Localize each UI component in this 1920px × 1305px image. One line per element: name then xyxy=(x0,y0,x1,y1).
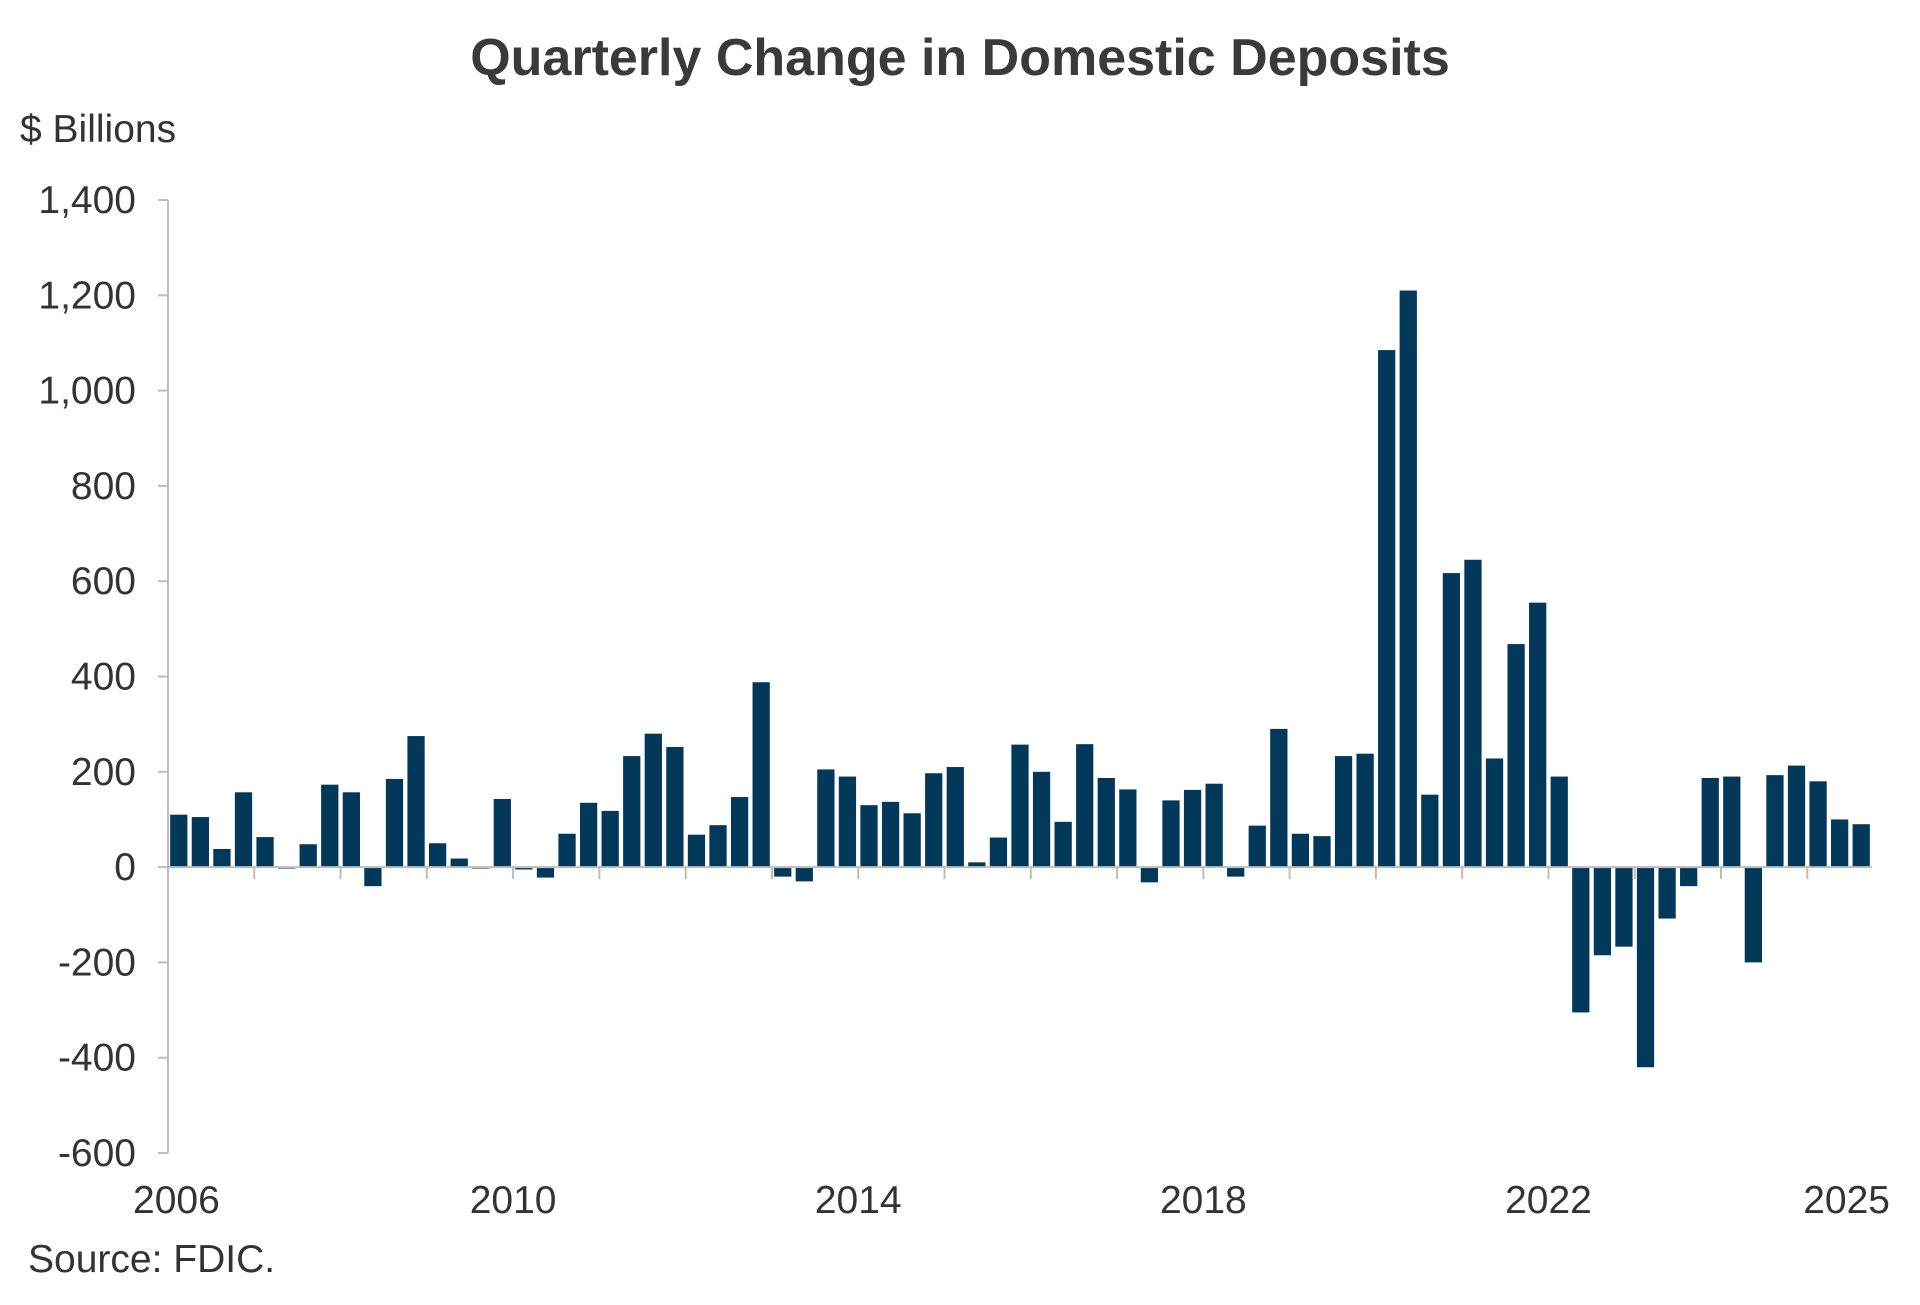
bar-2010Q4 xyxy=(579,802,598,868)
x-tick-label: 2022 xyxy=(1505,1179,1592,1222)
bar-2023Q3 xyxy=(1680,867,1698,887)
bar-2016Q2 xyxy=(1054,821,1072,868)
chart-title: Quarterly Change in Domestic Deposits xyxy=(470,29,1450,87)
bar-2011Q3 xyxy=(644,733,662,868)
bar-2021Q4 xyxy=(1529,602,1547,868)
y-tick-label: -200 xyxy=(58,941,136,984)
x-tick-label: 2006 xyxy=(133,1179,220,1222)
bar-2024Q1 xyxy=(1723,776,1741,868)
y-tick-label: -600 xyxy=(58,1132,136,1175)
y-tick-label: 800 xyxy=(71,465,136,508)
bar-2023Q2 xyxy=(1658,867,1676,919)
bar-2008Q1 xyxy=(342,792,360,868)
bar-2015Q4 xyxy=(1011,744,1029,868)
bar-2019Q2 xyxy=(1313,836,1331,868)
bar-2011Q1 xyxy=(601,810,619,868)
bar-2008Q2 xyxy=(364,867,382,887)
y-tick-label: 1,400 xyxy=(38,179,136,222)
bar-2019Q4 xyxy=(1356,753,1374,868)
bar-2009Q2 xyxy=(450,858,468,868)
bar-2022Q2 xyxy=(1572,867,1590,1013)
bar-2016Q3 xyxy=(1076,744,1094,868)
bar-2010Q1 xyxy=(515,867,533,870)
bar-2014Q3 xyxy=(903,813,921,868)
bar-2019Q3 xyxy=(1334,756,1353,868)
bar-2011Q2 xyxy=(623,756,641,868)
bar-2006Q2 xyxy=(191,817,209,868)
bar-2017Q4 xyxy=(1183,789,1202,868)
bar-2008Q4 xyxy=(407,736,425,868)
bar-2017Q3 xyxy=(1162,800,1180,868)
bar-2013Q3 xyxy=(817,769,835,868)
bar-2011Q4 xyxy=(666,747,684,868)
y-tick-label: 400 xyxy=(71,656,136,699)
y-axis-label: $ Billions xyxy=(20,108,177,151)
x-tick-label: 2018 xyxy=(1160,1179,1247,1222)
bar-2014Q2 xyxy=(881,801,900,868)
bar-2025Q2 xyxy=(1831,819,1849,868)
bar-2018Q3 xyxy=(1248,825,1266,868)
y-tick-label: -400 xyxy=(58,1037,136,1080)
bar-2007Q3 xyxy=(299,844,317,868)
source-note: Source: FDIC. xyxy=(28,1238,276,1281)
bar-2023Q4 xyxy=(1701,777,1719,868)
bar-2013Q4 xyxy=(838,776,857,868)
x-tick-label: 2010 xyxy=(470,1179,557,1222)
bar-2006Q3 xyxy=(213,848,231,868)
bar-2020Q3 xyxy=(1421,794,1439,868)
y-tick-label: 200 xyxy=(71,751,136,794)
bar-2007Q1 xyxy=(256,837,274,868)
bar-2014Q4 xyxy=(925,773,943,868)
bar-2020Q1 xyxy=(1378,350,1396,868)
bar-2021Q3 xyxy=(1507,644,1525,868)
bar-2020Q2 xyxy=(1399,290,1417,868)
bar-2024Q2 xyxy=(1744,867,1762,963)
bar-2006Q1 xyxy=(170,814,188,868)
bar-2016Q4 xyxy=(1097,777,1115,868)
bar-2024Q3 xyxy=(1766,775,1784,868)
bar-2012Q4 xyxy=(752,682,770,868)
bar-2018Q4 xyxy=(1270,728,1288,868)
bar-2013Q1 xyxy=(774,867,792,877)
bar-2018Q1 xyxy=(1205,783,1223,868)
bar-2008Q3 xyxy=(385,778,404,868)
bar-2017Q2 xyxy=(1140,867,1159,883)
y-tick-label: 600 xyxy=(71,560,136,603)
y-tick-label: 1,000 xyxy=(38,370,136,413)
bar-2006Q4 xyxy=(234,792,253,868)
bar-2010Q3 xyxy=(558,833,576,868)
bar-2018Q2 xyxy=(1227,867,1245,877)
bar-2015Q3 xyxy=(989,837,1008,868)
bar-2022Q3 xyxy=(1593,867,1612,956)
bar-2016Q1 xyxy=(1032,771,1051,868)
bar-2017Q1 xyxy=(1119,789,1137,868)
bar-2009Q4 xyxy=(493,798,511,868)
bar-2007Q4 xyxy=(321,784,339,868)
bar-2025Q1 xyxy=(1809,781,1827,868)
bar-2021Q1 xyxy=(1464,559,1482,868)
y-tick-label: 0 xyxy=(114,846,136,889)
bar-2015Q2 xyxy=(968,862,986,868)
bar-2012Q2 xyxy=(709,825,727,868)
bar-2022Q1 xyxy=(1550,776,1568,868)
y-tick-label: 1,200 xyxy=(38,274,136,317)
bar-2023Q1 xyxy=(1636,867,1655,1068)
bar-2015Q1 xyxy=(946,767,964,868)
bar-2009Q1 xyxy=(428,843,447,868)
bar-2010Q2 xyxy=(536,867,555,878)
bar-2014Q1 xyxy=(860,805,878,868)
bar-2021Q2 xyxy=(1485,758,1504,868)
x-tick-label: 2025 xyxy=(1803,1179,1890,1222)
bar-2012Q1 xyxy=(687,834,706,868)
bar-2024Q4 xyxy=(1787,765,1806,868)
bar-2020Q4 xyxy=(1442,573,1461,868)
bar-2022Q4 xyxy=(1615,867,1633,947)
bar-2013Q2 xyxy=(795,867,813,882)
bar-2019Q1 xyxy=(1291,833,1310,868)
bar-2025Q3 xyxy=(1852,824,1870,868)
bar-2012Q3 xyxy=(730,797,749,868)
x-tick-label: 2014 xyxy=(815,1179,902,1222)
